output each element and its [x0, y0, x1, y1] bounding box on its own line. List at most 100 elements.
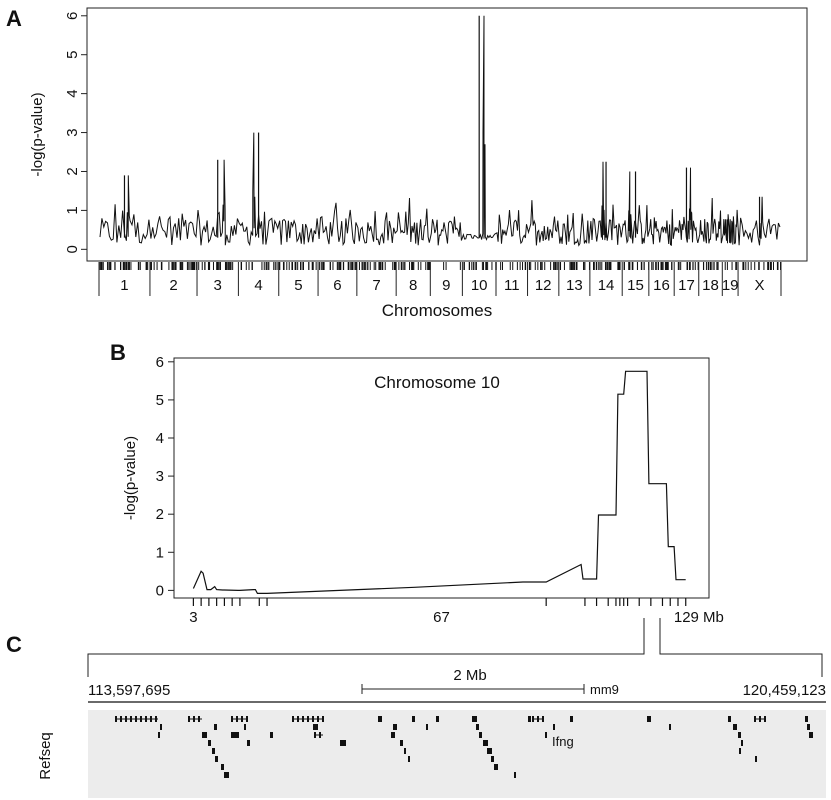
refseq-gene-exon	[307, 716, 309, 722]
panel-a-chromosome-label: 17	[678, 277, 695, 294]
refseq-gene	[400, 740, 403, 746]
refseq-gene	[494, 764, 498, 770]
refseq-gene-exon	[317, 716, 319, 722]
refseq-gene	[208, 740, 211, 746]
refseq-gene	[158, 732, 160, 738]
panel-b-y-tick-label: 5	[156, 392, 164, 409]
panel-a-chromosome-label: 16	[653, 277, 670, 294]
panel-c: C 113,597,695 120,459,123 2 Mb mm9 Refse…	[6, 618, 826, 798]
panel-a-x-axis-label: Chromosomes	[382, 301, 493, 320]
panel-a-chromosome-label: 5	[294, 277, 302, 294]
refseq-gene-exon	[297, 716, 299, 722]
refseq-gene	[479, 732, 482, 738]
refseq-gene	[647, 716, 651, 722]
refseq-gene	[160, 724, 162, 730]
panel-b-marker-rug	[192, 598, 687, 606]
refseq-gene	[393, 724, 397, 730]
assembly-label: mm9	[590, 682, 619, 697]
panel-b-plot-frame	[173, 357, 710, 599]
refseq-gene	[491, 756, 494, 762]
refseq-gene-exon	[188, 716, 190, 722]
refseq-gene	[487, 748, 492, 754]
panel-a-y-axis-label: -log(p-value)	[29, 92, 46, 176]
refseq-gene-exon	[542, 716, 544, 722]
panel-a-y-tick-label: 5	[64, 51, 81, 59]
panel-b-x-tick-label: 67	[433, 609, 450, 626]
refseq-gene	[476, 724, 479, 730]
refseq-gene-exon	[322, 716, 324, 722]
panel-a-chromosome-label: 8	[409, 277, 417, 294]
panel-a-y-axis: 0 1 2 3 4 5 6	[64, 12, 88, 253]
refseq-gene-exon	[312, 716, 314, 722]
refseq-gene-exon	[231, 716, 233, 722]
refseq-gene	[404, 748, 406, 754]
panel-a-y-tick-label: 4	[64, 89, 81, 97]
panel-b-y-tick-label: 2	[156, 506, 164, 523]
panel-a-chromosome-axis: 1 2 3 4 5 6 7 8 9 10 11 12 13 14 15 16 17 18 19 X	[98, 262, 782, 296]
refseq-gene-exon	[135, 716, 137, 722]
refseq-gene-exon	[145, 716, 147, 722]
refseq-gene	[244, 724, 246, 730]
refseq-gene	[247, 740, 250, 746]
panel-a-chromosome-label: 2	[169, 277, 177, 294]
refseq-gene	[738, 732, 741, 738]
refseq-gene	[212, 748, 215, 754]
refseq-gene	[728, 716, 731, 722]
refseq-gene	[215, 756, 218, 762]
refseq-gene-models	[115, 716, 813, 778]
panel-a-genome-scan-line	[99, 15, 781, 247]
refseq-gene-exon	[319, 732, 321, 738]
refseq-gene-exon	[302, 716, 304, 722]
panel-b-y-tick-label: 6	[156, 354, 164, 371]
refseq-gene	[755, 756, 757, 762]
refseq-gene-exon	[236, 716, 238, 722]
panel-b-x-tick-label: 3	[189, 609, 197, 626]
panel-a-chromosome-label: 4	[254, 277, 262, 294]
refseq-track-label: Refseq	[37, 732, 54, 780]
refseq-gene	[514, 772, 516, 778]
panel-a-chromosome-label: 11	[504, 277, 520, 294]
panel-a-chromosome-label: X	[755, 277, 765, 294]
panel-a-chromosome-label: 9	[442, 277, 450, 294]
refseq-gene	[733, 724, 737, 730]
refseq-gene-exon	[759, 716, 761, 722]
refseq-gene-exon	[140, 716, 142, 722]
refseq-gene-exon	[155, 716, 157, 722]
refseq-gene-exon	[241, 716, 243, 722]
panel-a-chromosome-label: 1	[120, 277, 128, 294]
refseq-gene-exon	[764, 716, 766, 722]
refseq-gene	[805, 716, 808, 722]
panel-a-plot-frame	[86, 7, 808, 262]
refseq-gene	[313, 724, 318, 730]
panel-a-peak-markers	[123, 15, 761, 238]
refseq-gene	[472, 716, 477, 722]
panel-a-chromosome-label: 6	[333, 277, 341, 294]
panel-b-y-tick-label: 1	[156, 544, 164, 561]
panel-a-y-tick-label: 0	[64, 245, 81, 253]
scale-bar-label: 2 Mb	[453, 667, 486, 684]
refseq-gene-exon	[314, 732, 316, 738]
refseq-gene	[221, 764, 224, 770]
panel-a-y-tick-label: 1	[64, 206, 81, 214]
refseq-gene	[483, 740, 488, 746]
ifng-gene-label: Ifng	[552, 734, 574, 749]
panel-a-chromosome-label: 7	[372, 277, 380, 294]
refseq-gene	[545, 732, 547, 738]
panel-a-chromosome-label: 15	[627, 277, 644, 294]
refseq-gene	[741, 740, 743, 746]
refseq-gene	[809, 732, 813, 738]
refseq-gene	[570, 716, 573, 722]
panel-a-chromosome-label: 12	[535, 277, 552, 294]
refseq-gene-exon	[193, 716, 195, 722]
refseq-gene	[391, 732, 395, 738]
region-start-coordinate: 113,597,695	[88, 682, 170, 699]
panel-a-y-tick-label: 6	[64, 12, 81, 20]
refseq-gene-exon	[292, 716, 294, 722]
refseq-track-background	[88, 710, 826, 798]
refseq-gene	[378, 716, 382, 722]
refseq-gene	[224, 772, 229, 778]
refseq-gene	[270, 732, 273, 738]
panel-a-chromosome-label: 14	[598, 277, 615, 294]
refseq-gene-exon	[125, 716, 127, 722]
refseq-gene-exon	[120, 716, 122, 722]
